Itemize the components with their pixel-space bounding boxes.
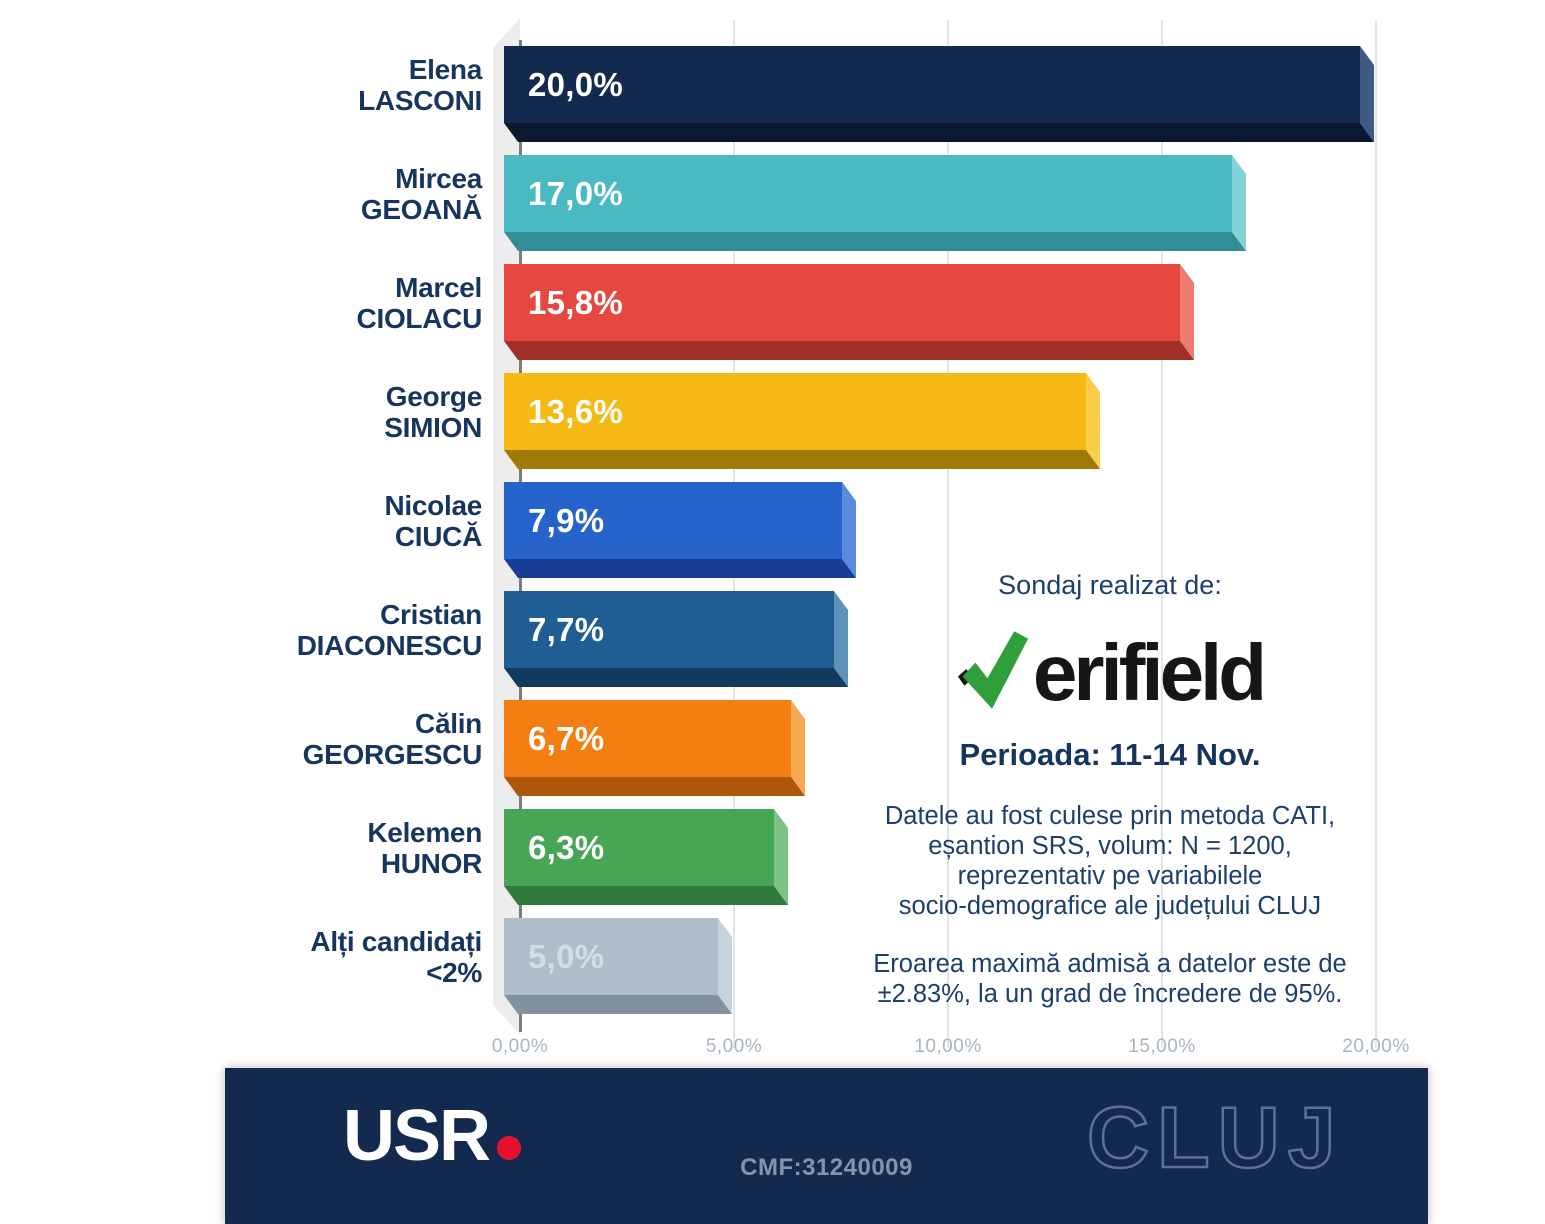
candidate-label: Marcel CIOLACU	[100, 264, 483, 341]
methodology-line: reprezentativ pe variabilele	[957, 862, 1263, 890]
candidate-second-line: DIACONESCU	[296, 629, 483, 661]
footer-bar: USR CMF:31240009 CLUJ	[225, 1068, 1428, 1224]
candidate-second-line: GEORGESCU	[302, 738, 483, 770]
candidate-second-line: CIOLACU	[356, 302, 483, 334]
bar-front-face: 7,7%	[504, 591, 834, 668]
bar-front-face: 7,9%	[504, 482, 842, 559]
candidate-first-line: Alți candidați	[310, 925, 482, 957]
bar-bottom-face	[504, 668, 849, 687]
bar-row: Kelemen HUNOR 6,3%	[0, 809, 1545, 905]
candidate-first-line: Kelemen	[367, 816, 482, 848]
methodology-line: Datele au fost culese prin metoda CATI,	[884, 802, 1336, 830]
candidate-first-line: Călin	[415, 707, 482, 739]
candidate-first-line: Nicolae	[384, 489, 483, 521]
bar-value-label: 7,7%	[528, 610, 605, 648]
gridline	[947, 20, 949, 1048]
verifield-wordmark: erifield	[1032, 628, 1267, 717]
bar-bottom-face	[504, 123, 1375, 142]
x-tick-label: 0,00%	[491, 1036, 549, 1057]
survey-period: Perioada: 11-14 Nov.	[959, 737, 1261, 772]
bar-front-face: 6,7%	[504, 700, 791, 777]
candidate-label: Mircea GEOANĂ	[100, 155, 482, 232]
error-margin-line: Eroarea maximă admisă a datelor este de	[873, 950, 1347, 978]
candidate-label: Alți candidați <2%	[100, 918, 482, 995]
methodology-line: socio-demografice ale județului CLUJ	[898, 892, 1322, 920]
x-tick-label: 15,00%	[1128, 1036, 1196, 1057]
candidate-label: Cristian DIACONESCU	[100, 591, 483, 668]
error-margin-line: ±2.83%, la un grad de încredere de 95%.	[877, 980, 1343, 1008]
candidate-first-line: Elena	[408, 53, 483, 85]
verifield-check-icon	[957, 631, 1028, 709]
bar-chart: 0,00% 5,00% 10,00% 15,00% 20,00% Elena LASCON…	[0, 18, 1545, 1057]
bar-bottom-face	[504, 886, 789, 905]
candidate-second-line: <2%	[426, 956, 482, 988]
methodology-note: Datele au fost culese prin metoda CATI, …	[810, 801, 1410, 921]
usr-logo: USR	[343, 1100, 522, 1172]
candidate-first-line: George	[385, 380, 483, 412]
bar-bottom-face	[504, 341, 1195, 360]
candidate-label: Nicolae CIUCĂ	[100, 482, 483, 559]
bar-row: Mircea GEOANĂ 17,0%	[0, 155, 1545, 251]
gridline	[1161, 20, 1163, 1048]
bar-row: Elena LASCONI 20,0%	[0, 46, 1545, 142]
bar-row: George SIMION 13,6%	[0, 373, 1545, 469]
bar-front-face: 5,0%	[504, 918, 718, 995]
candidate-second-line: CIUCĂ	[394, 520, 482, 552]
usr-logo-text: USR	[343, 1096, 491, 1176]
bar-front-face: 17,0%	[504, 155, 1232, 232]
error-margin-note: Eroarea maximă admisă a datelor este de …	[810, 949, 1410, 1009]
candidate-second-line: LASCONI	[358, 84, 482, 116]
usr-logo-dot	[497, 1136, 522, 1160]
x-tick-label: 5,00%	[705, 1036, 763, 1057]
bar-row: Călin GEORGESCU 6,7%	[0, 700, 1545, 796]
bar-value-label: 20,0%	[528, 65, 624, 103]
bar-value-label: 5,0%	[528, 937, 605, 975]
bar-bottom-face	[504, 777, 806, 796]
bar-front-face: 15,8%	[504, 264, 1180, 341]
info-panel: Sondaj realizat de: erifield Perioada: 1…	[810, 570, 1410, 1009]
x-tick-label: 10,00%	[914, 1036, 982, 1057]
bar-value-label: 15,8%	[528, 283, 624, 321]
cmf-code: CMF:31240009	[740, 1154, 913, 1181]
info-heading: Sondaj realizat de:	[998, 570, 1222, 600]
bar-value-label: 6,3%	[528, 828, 605, 866]
candidate-second-line: SIMION	[384, 411, 482, 443]
verifield-logo: erifield	[810, 627, 1410, 719]
bar-value-label: 7,9%	[528, 501, 605, 539]
candidate-first-line: Mircea	[395, 162, 482, 194]
bar-value-label: 17,0%	[528, 174, 624, 212]
candidate-label: Elena LASCONI	[100, 46, 482, 123]
candidate-label: George SIMION	[100, 373, 482, 450]
bar-front-face: 20,0%	[504, 46, 1360, 123]
candidate-second-line: HUNOR	[380, 847, 482, 879]
bar-front-face: 13,6%	[504, 373, 1086, 450]
x-tick-label: 20,00%	[1342, 1036, 1410, 1057]
bar-bottom-face	[504, 995, 733, 1014]
bar-row: Marcel CIOLACU 15,8%	[0, 264, 1545, 360]
bar-bottom-face	[504, 450, 1101, 469]
candidate-first-line: Cristian	[380, 598, 482, 630]
bar-front-face: 6,3%	[504, 809, 774, 886]
bar-bottom-face	[504, 559, 857, 578]
candidate-first-line: Marcel	[395, 271, 482, 303]
bar-value-label: 6,7%	[528, 719, 605, 757]
bar-row: Nicolae CIUCĂ 7,9%	[0, 482, 1545, 578]
bar-bottom-face	[504, 232, 1247, 251]
bar-row: Cristian DIACONESCU 7,7%	[0, 591, 1545, 687]
gridline	[1375, 20, 1377, 1048]
bar-value-label: 13,6%	[528, 392, 624, 430]
bar-row: Alți candidați <2% 5,0%	[0, 918, 1545, 1014]
candidate-label: Kelemen HUNOR	[100, 809, 482, 886]
candidate-label: Călin GEORGESCU	[100, 700, 483, 777]
candidate-second-line: GEOANĂ	[360, 193, 482, 225]
methodology-line: eșantion SRS, volum: N = 1200,	[928, 832, 1292, 860]
region-watermark: CLUJ	[1086, 1089, 1344, 1188]
